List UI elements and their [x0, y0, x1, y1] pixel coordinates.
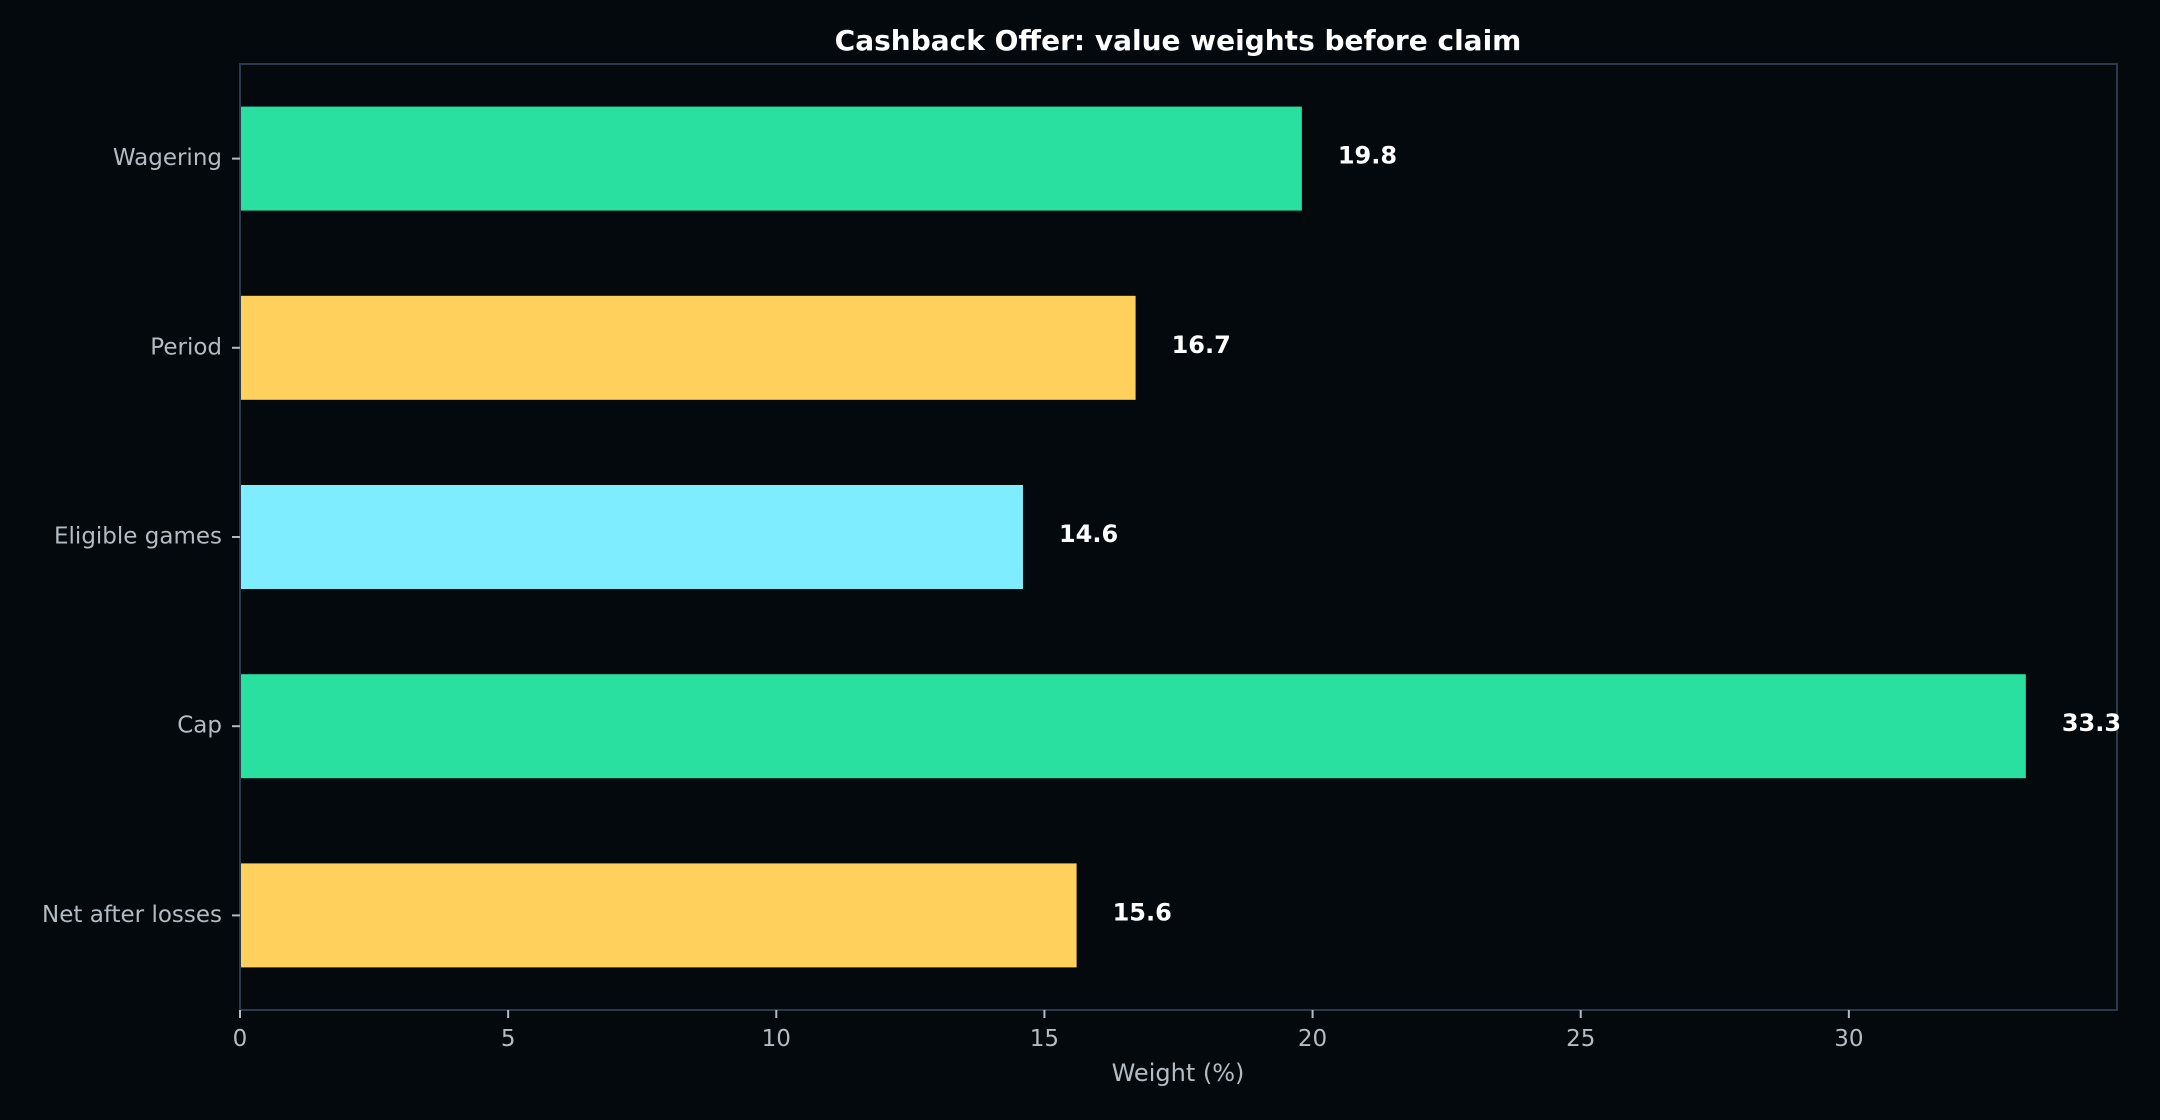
chart-title: Cashback Offer: value weights before cla… [835, 24, 1522, 57]
y-tick-label: Eligible games [54, 524, 222, 550]
x-axis: 0 5 10 15 20 25 30 [233, 1010, 1863, 1052]
x-tick-label: 15 [1030, 1026, 1059, 1052]
data-label: 16.7 [1172, 331, 1231, 359]
x-tick-label: 0 [233, 1026, 248, 1052]
y-tick-label: Wagering [113, 145, 222, 171]
data-label: 14.6 [1059, 520, 1118, 548]
x-tick-label: 25 [1566, 1026, 1595, 1052]
bars-layer: 19.8 16.7 14.6 33.3 15.6 [241, 106, 2121, 968]
x-tick-label: 5 [501, 1026, 516, 1052]
data-label: 33.3 [2062, 709, 2121, 737]
x-tick-label: 10 [762, 1026, 791, 1052]
bar-wagering [241, 106, 1302, 211]
bar-eligible-games [241, 485, 1023, 589]
y-tick-label: Net after losses [42, 902, 222, 928]
y-axis: Wagering Period Eligible games Cap Net after… [42, 145, 240, 928]
bar-cap [241, 674, 2026, 779]
y-tick-label: Cap [177, 713, 222, 739]
bar-net-after-losses [241, 863, 1077, 968]
data-label: 19.8 [1338, 142, 1397, 170]
bar-period [241, 295, 1136, 400]
x-tick-label: 20 [1298, 1026, 1327, 1052]
y-tick-label: Period [150, 334, 222, 360]
x-axis-label: Weight (%) [1112, 1059, 1245, 1087]
x-tick-label: 30 [1834, 1026, 1863, 1052]
data-label: 15.6 [1113, 898, 1172, 926]
